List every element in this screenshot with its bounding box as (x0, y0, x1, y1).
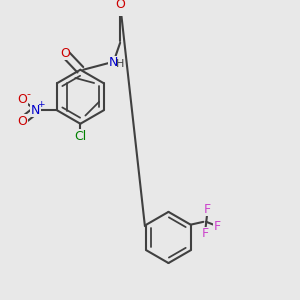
Text: Cl: Cl (74, 130, 86, 143)
Text: O: O (17, 115, 27, 128)
Text: +: + (37, 100, 44, 109)
Text: F: F (201, 227, 208, 240)
Text: H: H (116, 59, 124, 69)
Text: -: - (26, 89, 30, 99)
Text: N: N (108, 56, 118, 69)
Text: O: O (115, 0, 125, 11)
Text: O: O (60, 47, 70, 60)
Text: O: O (17, 93, 27, 106)
Text: N: N (31, 104, 40, 117)
Text: F: F (204, 202, 211, 215)
Text: F: F (214, 220, 220, 232)
